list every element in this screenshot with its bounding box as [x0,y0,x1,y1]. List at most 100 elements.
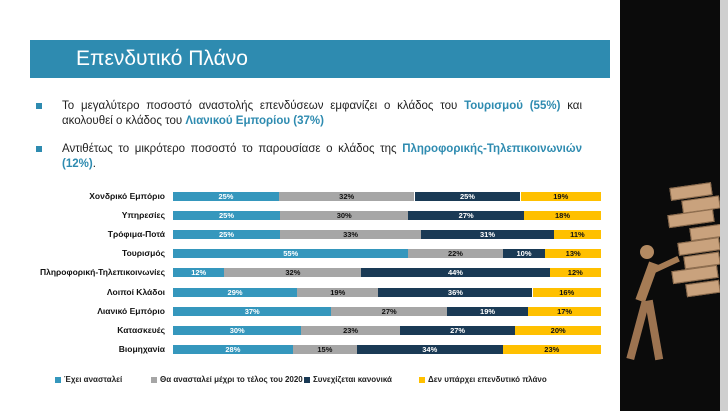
highlight-text: Τουρισμού [464,100,523,112]
data-label: 23% [343,326,359,335]
bar-segment: 23% [502,345,601,354]
legend-swatch [304,376,310,383]
category-label: Βιομηχανία [118,344,165,354]
legend-item: Συνεχίζεται κανονικά [304,375,392,384]
bullet-text-run: και ακολουθεί ο κλάδος του [62,100,583,127]
bar-segment: 18% [524,211,601,220]
bar-segment: 25% [173,192,279,201]
legend-swatch [151,376,157,383]
data-label: 12% [191,268,207,277]
data-label: 33% [343,230,359,239]
data-label: 27% [458,211,474,220]
data-label: 28% [225,345,241,354]
data-label: 25% [459,192,475,201]
data-label: 27% [381,307,397,316]
data-label: 31% [480,230,496,239]
highlight-text: Πληροφορικής-Τηλεπικοινωνιών [402,143,582,155]
bar-segment: 11% [553,230,601,239]
window-edge [720,0,728,411]
bar-segment: 19% [297,288,379,297]
data-label: 34% [422,345,438,354]
data-label: 23% [544,345,560,354]
category-label: Χονδρικό Εμπόριο [89,191,165,201]
bar-segment: 33% [280,230,422,239]
legend-swatch [419,376,425,383]
data-label: 25% [218,230,234,239]
bullet-text-run: . [92,158,96,170]
highlight-text: (37%) [293,115,324,127]
data-label: 37% [244,307,260,316]
bar-segment: 37% [173,307,332,316]
bullet-text-2: Αντιθέτως το μικρότερο ποσοστό το παρουσ… [62,142,582,172]
bar-segment: 27% [331,307,447,316]
bar-segment: 15% [292,345,357,354]
bullet-icon [36,103,42,109]
category-label: Υπηρεσίες [121,210,165,220]
bar-segment: 30% [173,326,302,335]
bar-segment: 27% [408,211,524,220]
legend-label: Δεν υπάρχει επενδυτικό πλάνο [428,375,547,384]
data-label: 32% [339,192,355,201]
bullet-icon [36,146,42,152]
category-label: Πληροφορική-Τηλεπικοινωνίες [39,267,165,277]
bar-segment: 32% [224,268,362,277]
data-label: 18% [554,211,570,220]
category-label: Λιανικό Εμπόριο [97,306,165,316]
bar-segment: 36% [378,288,533,297]
bar-segment: 25% [173,211,280,220]
bar-segment: 12% [549,268,601,277]
data-label: 19% [480,307,496,316]
data-label: 17% [557,307,573,316]
bar-segment: 19% [520,192,601,201]
bullet-text-1: Το μεγαλύτερο ποσοστό αναστολής επενδύσε… [62,99,582,129]
highlight-text: (12%) [62,158,93,170]
data-label: 11% [570,230,585,239]
legend-item: Δεν υπάρχει επενδυτικό πλάνο [419,375,547,384]
data-label: 30% [336,211,352,220]
data-label: 55% [283,249,299,258]
data-label: 27% [450,326,466,335]
category-label: Κατασκευές [117,325,165,335]
category-label: Τουρισμός [122,248,165,258]
legend-item: Θα ανασταλεί μέχρι το τέλος του 2020 [151,375,303,384]
title-bar [30,40,610,78]
data-label: 36% [447,288,463,297]
legend-label: Έχει ανασταλεί [64,375,123,384]
data-label: 22% [447,249,463,258]
data-label: 29% [227,288,243,297]
bar-segment: 16% [532,288,601,297]
data-label: 12% [567,268,583,277]
highlight-text: Λιανικού Εμπορίου [185,115,291,127]
bar-segment: 13% [545,249,601,258]
bullet-text-run [523,100,530,112]
bar-segment: 20% [515,326,601,335]
data-label: 16% [559,288,575,297]
jenga-figure-image [620,0,720,411]
data-label: 25% [218,211,234,220]
bullet-text-run: Το μεγαλύτερο ποσοστό αναστολής επενδύσε… [62,100,465,112]
bar-segment: 31% [421,230,554,239]
category-label: Τρόφιμα-Ποτά [107,229,165,239]
data-label: 25% [218,192,234,201]
slide-title: Επενδυτικό Πλάνο [76,47,248,70]
bar-segment: 34% [357,345,503,354]
data-label: 20% [550,326,566,335]
data-label: 30% [229,326,245,335]
bar-segment: 22% [408,249,503,258]
bullet-text-run: Αντιθέτως το μικρότερο ποσοστό το παρουσ… [62,143,403,155]
bar-segment: 25% [173,230,280,239]
data-label: 13% [565,249,581,258]
legend-label: Συνεχίζεται κανονικά [313,375,392,384]
bar-segment: 32% [278,192,415,201]
bar-segment: 17% [528,307,601,316]
bar-segment: 12% [173,268,225,277]
legend-item: Έχει ανασταλεί [55,375,122,384]
bar-segment: 10% [502,249,546,258]
bar-segment: 29% [173,288,298,297]
bar-segment: 30% [280,211,409,220]
highlight-text: (55%) [529,100,561,112]
data-label: 10% [516,249,532,258]
data-label: 15% [317,345,333,354]
data-label: 19% [330,288,346,297]
bar-segment: 25% [414,192,521,201]
